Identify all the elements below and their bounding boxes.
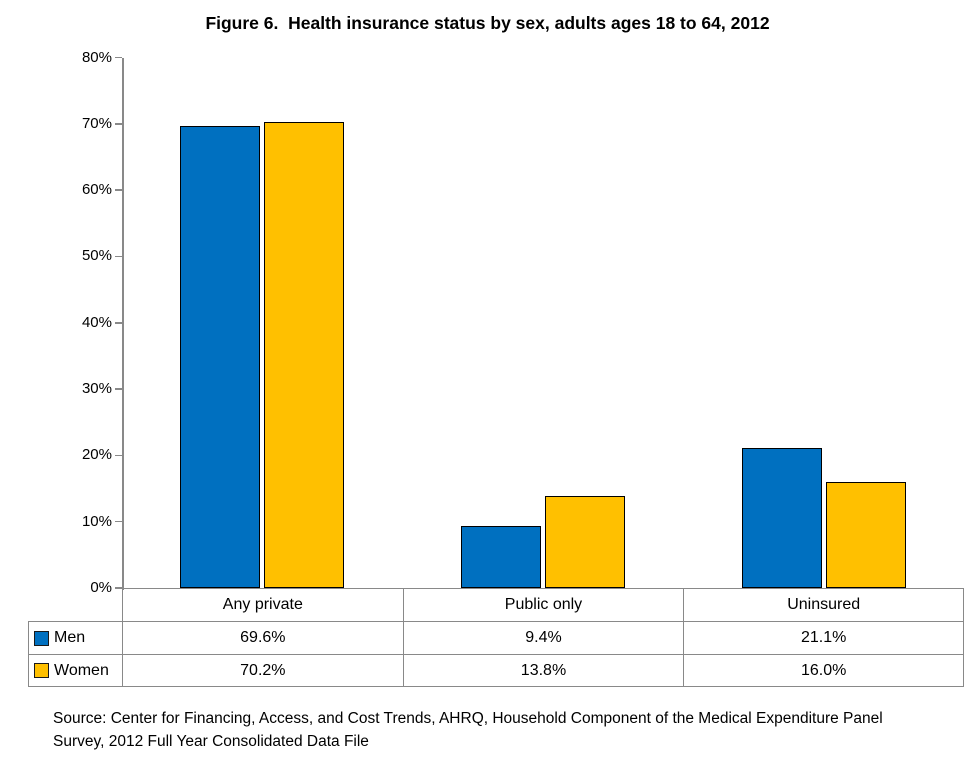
y-axis-tick-label: 30% [81, 380, 112, 398]
bar-men-any-private [180, 126, 261, 588]
y-axis-line [122, 57, 124, 590]
source-note-line-1: Source: Center for Financing, Access, an… [53, 710, 883, 727]
table-cell-men-public-only: 9.4% [402, 621, 684, 654]
y-axis-tick [115, 255, 122, 258]
table-cell-women-uninsured: 16.0% [683, 654, 964, 687]
bar-men-uninsured [741, 448, 822, 588]
legend-swatch-women [34, 663, 49, 678]
table-header-public-only: Public only [402, 588, 684, 621]
table-cell-men-any-private: 69.6% [122, 621, 403, 654]
table-header-uninsured: Uninsured [683, 588, 964, 621]
table-cell-women-public-only: 13.8% [402, 654, 684, 687]
bar-women-public-only [545, 496, 625, 588]
source-note: Source: Center for Financing, Access, an… [53, 707, 963, 753]
y-axis-tick [115, 388, 122, 390]
bar-men-public-only [461, 525, 541, 588]
chart-title: Figure 6. Health insurance status by sex… [205, 13, 770, 33]
y-axis-tick-label: 0% [90, 579, 112, 596]
y-axis-tick-label: 40% [81, 313, 112, 331]
source-note-line-2: Survey, 2012 Full Year Consolidated Data… [53, 733, 369, 750]
y-axis-tick-label: 10% [81, 512, 112, 530]
bar-women-uninsured [825, 481, 906, 588]
y-axis-tick [115, 322, 122, 324]
y-axis-tick-label: 50% [81, 247, 112, 265]
legend-label-women: Women [54, 661, 109, 679]
y-axis-tick [115, 123, 122, 125]
y-axis-tick [115, 587, 122, 589]
legend-swatch-men [34, 630, 49, 646]
bar-women-any-private [264, 122, 345, 588]
legend-men: Men [28, 621, 122, 654]
legend-label-men: Men [54, 629, 86, 646]
y-axis-tick [115, 56, 122, 59]
y-axis-tick [115, 189, 122, 191]
table-cell-women-any-private: 70.2% [122, 654, 403, 687]
y-axis-tick-label: 70% [81, 114, 112, 132]
y-axis-tick [115, 520, 122, 523]
y-axis-tick-label: 20% [81, 446, 112, 464]
y-axis-tick [115, 454, 122, 457]
y-axis-tick-label: 80% [81, 48, 112, 66]
legend-women: Women [28, 654, 122, 687]
table-header-any-private: Any private [122, 588, 403, 621]
y-axis-tick-label: 60% [81, 181, 112, 199]
table-cell-men-uninsured: 21.1% [683, 621, 964, 654]
